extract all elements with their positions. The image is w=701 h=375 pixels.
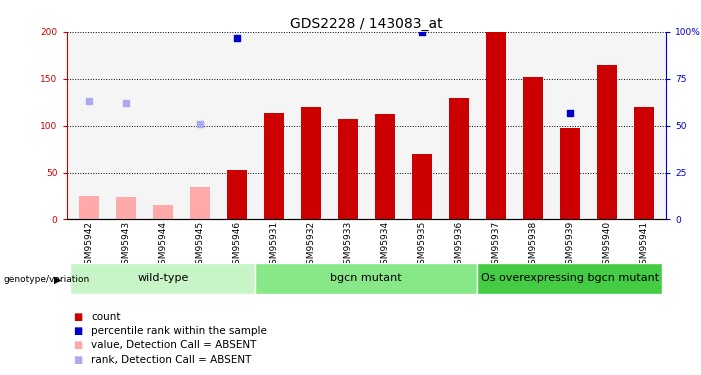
Text: ■: ■ (74, 326, 83, 336)
Bar (338, 119, 358, 219)
Text: ■: ■ (74, 340, 83, 350)
Text: Os overexpressing bgcn mutant: Os overexpressing bgcn mutant (481, 273, 659, 284)
Text: wild-type: wild-type (137, 273, 189, 284)
Bar (449, 98, 469, 219)
Bar (255, 262, 477, 294)
Point (231, 34, 243, 40)
Point (120, 100, 131, 106)
Text: count: count (91, 312, 121, 322)
Point (564, 110, 576, 116)
Bar (634, 107, 654, 219)
Bar (522, 77, 543, 219)
Bar (153, 206, 173, 219)
Bar (411, 154, 432, 219)
Text: percentile rank within the sample: percentile rank within the sample (91, 326, 267, 336)
Bar (226, 170, 247, 219)
Text: rank, Detection Call = ABSENT: rank, Detection Call = ABSENT (91, 355, 252, 364)
Point (83, 98, 95, 104)
Point (416, 29, 428, 35)
Bar (70, 262, 255, 294)
Bar (374, 114, 395, 219)
Point (527, 4, 538, 10)
Text: ■: ■ (74, 312, 83, 322)
Bar (189, 187, 210, 219)
Text: ▶: ▶ (54, 274, 62, 284)
Text: ■: ■ (74, 355, 83, 364)
Bar (559, 128, 580, 219)
Bar (597, 64, 617, 219)
Bar (79, 196, 99, 219)
Text: value, Detection Call = ABSENT: value, Detection Call = ABSENT (91, 340, 257, 350)
Bar (116, 197, 136, 219)
Point (194, 121, 205, 127)
Text: bgcn mutant: bgcn mutant (330, 273, 402, 284)
Bar (477, 262, 662, 294)
Bar (264, 113, 284, 219)
Bar (301, 107, 321, 219)
Bar (486, 32, 506, 219)
Text: genotype/variation: genotype/variation (4, 275, 90, 284)
Title: GDS2228 / 143083_at: GDS2228 / 143083_at (290, 17, 442, 31)
